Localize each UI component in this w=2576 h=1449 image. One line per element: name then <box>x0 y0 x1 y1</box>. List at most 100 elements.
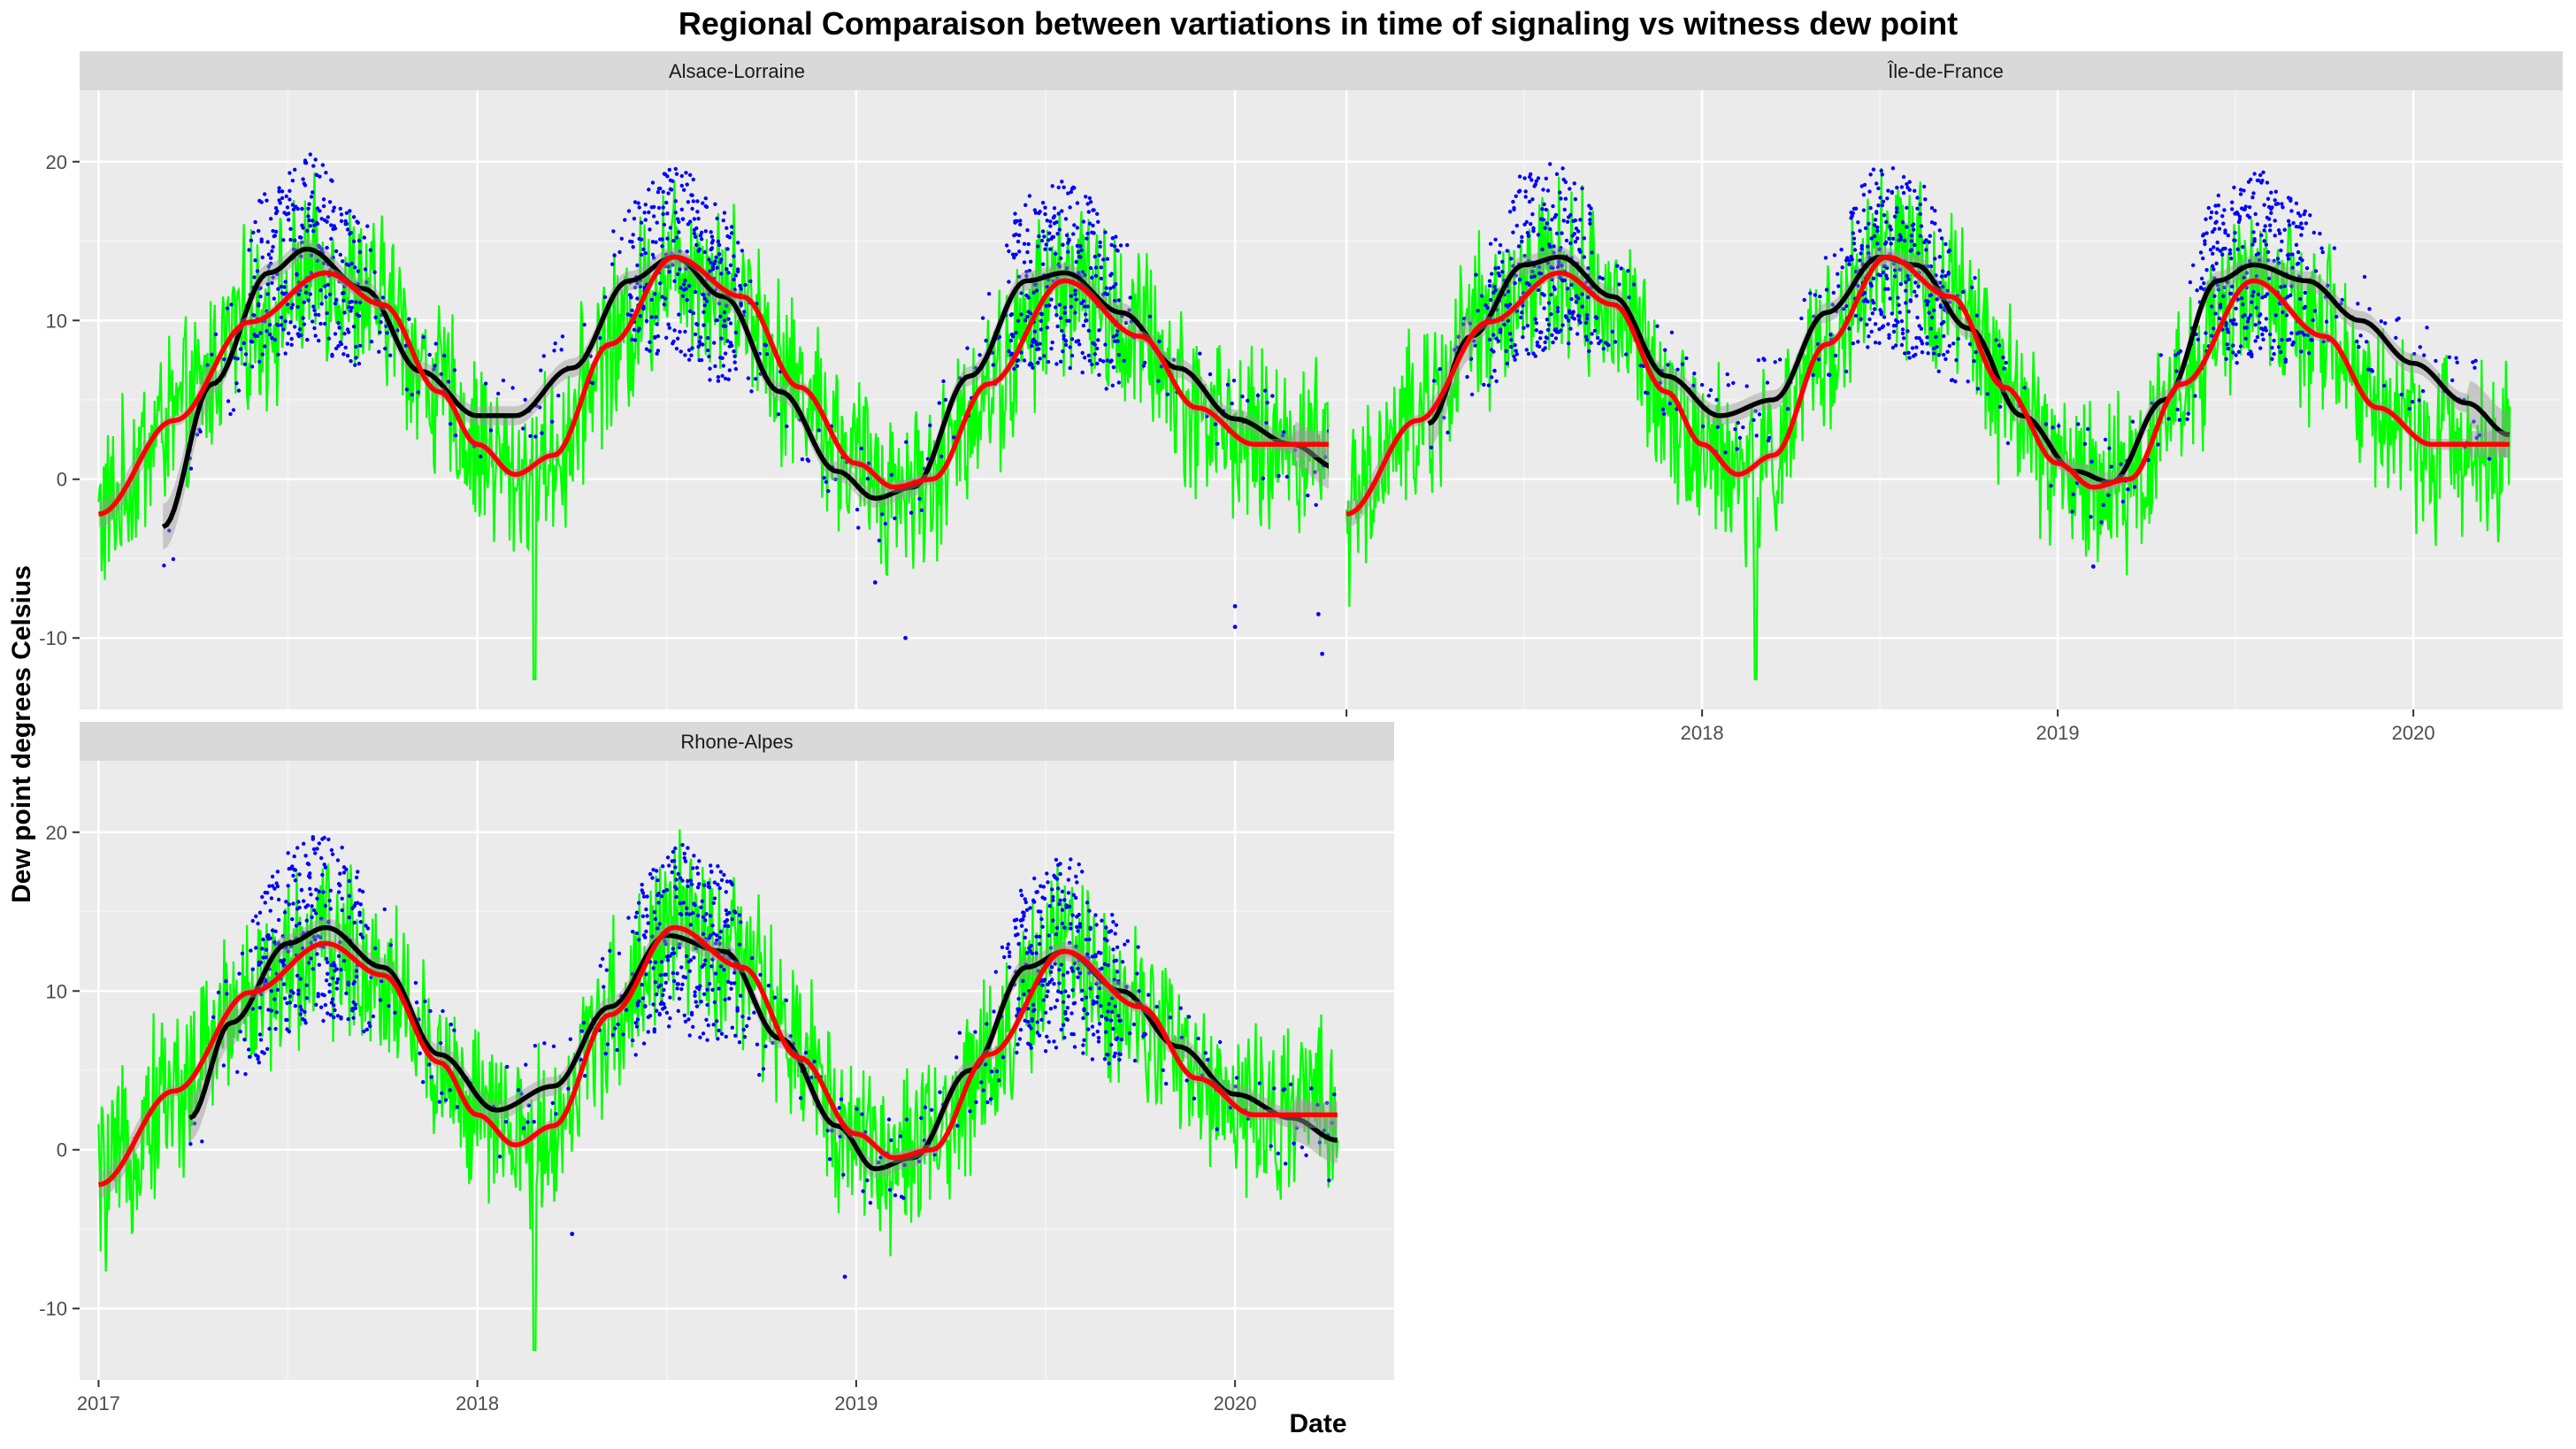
signaling-point <box>1924 238 1928 242</box>
signaling-point <box>299 1008 304 1012</box>
signaling-point <box>1513 343 1517 348</box>
signaling-point <box>328 907 333 911</box>
signaling-point <box>676 982 680 986</box>
signaling-point <box>937 401 942 405</box>
signaling-point <box>692 955 696 960</box>
signaling-point <box>1899 318 1905 324</box>
signaling-point <box>242 362 248 366</box>
signaling-point <box>725 247 730 251</box>
signaling-point <box>1007 280 1011 284</box>
signaling-point <box>661 205 665 210</box>
signaling-point <box>1044 242 1048 247</box>
signaling-point <box>287 218 291 222</box>
signaling-point <box>2251 191 2256 196</box>
signaling-point <box>1032 329 1038 334</box>
signaling-point <box>1513 280 1517 286</box>
signaling-point <box>1080 270 1085 274</box>
signaling-point <box>333 301 338 306</box>
signaling-point <box>1852 242 1857 246</box>
signaling-point <box>276 323 280 327</box>
signaling-point <box>1072 1045 1077 1049</box>
signaling-point <box>1706 394 1712 398</box>
signaling-point <box>1064 233 1070 238</box>
signaling-point <box>1048 970 1054 975</box>
signaling-point <box>1534 321 1539 326</box>
signaling-point <box>1080 988 1085 993</box>
signaling-point <box>737 942 742 947</box>
signaling-point <box>314 172 319 177</box>
signaling-point <box>727 235 732 240</box>
signaling-point <box>1852 236 1857 241</box>
signaling-point <box>301 316 305 320</box>
signaling-point <box>418 1051 422 1055</box>
signaling-point <box>680 217 686 221</box>
signaling-point <box>1069 922 1073 926</box>
signaling-point <box>236 388 242 393</box>
signaling-point <box>432 367 436 372</box>
signaling-point <box>334 986 339 991</box>
signaling-point <box>1839 248 1844 252</box>
signaling-point <box>1007 249 1011 254</box>
signaling-point <box>1973 276 1977 280</box>
signaling-point <box>1000 945 1005 950</box>
signaling-point <box>330 997 335 1001</box>
signaling-point <box>637 999 641 1004</box>
signaling-point <box>356 269 360 273</box>
signaling-point <box>1872 307 1877 311</box>
signaling-point <box>337 326 341 330</box>
signaling-point <box>264 980 269 985</box>
signaling-point <box>274 881 279 886</box>
signaling-point <box>719 336 724 341</box>
signaling-point <box>1553 212 1559 218</box>
signaling-point <box>2247 205 2252 210</box>
signaling-point <box>2340 297 2344 303</box>
signaling-point <box>2234 322 2238 326</box>
signaling-point <box>1610 329 1614 334</box>
signaling-point <box>1063 217 1069 221</box>
signaling-point <box>648 227 652 232</box>
signaling-point <box>730 916 734 922</box>
signaling-point <box>1497 273 1502 278</box>
signaling-point <box>1110 1009 1115 1015</box>
signaling-point <box>1875 242 1880 246</box>
signaling-point <box>716 1037 720 1041</box>
signaling-point <box>1442 415 1446 420</box>
signaling-point <box>1062 925 1067 930</box>
signaling-point <box>684 171 688 175</box>
signaling-point <box>1082 356 1087 360</box>
signaling-point <box>380 295 386 300</box>
signaling-point <box>685 249 689 254</box>
signaling-point <box>692 217 697 221</box>
signaling-point <box>1076 966 1080 971</box>
signaling-point <box>1836 272 1840 276</box>
signaling-point <box>1014 232 1018 237</box>
signaling-point <box>726 377 731 381</box>
signaling-point <box>273 229 279 234</box>
signaling-point <box>1887 333 1891 337</box>
signaling-point <box>285 205 290 210</box>
signaling-point <box>1061 973 1066 978</box>
signaling-point <box>644 972 648 977</box>
signaling-point <box>304 983 309 988</box>
signaling-point <box>1886 287 1890 291</box>
signaling-point <box>1014 330 1018 335</box>
signaling-point <box>1092 231 1096 235</box>
signaling-point <box>315 847 319 851</box>
signaling-point <box>1882 315 1887 319</box>
signaling-point <box>661 864 665 869</box>
signaling-point <box>2303 209 2307 213</box>
signaling-point <box>691 177 695 182</box>
signaling-point <box>1520 239 1524 244</box>
signaling-point <box>1586 295 1591 300</box>
signaling-point <box>1802 297 1806 303</box>
signaling-point <box>1871 301 1876 305</box>
signaling-point <box>1507 332 1513 336</box>
signaling-point <box>1915 315 1920 320</box>
signaling-point <box>730 1025 734 1030</box>
signaling-point <box>295 272 299 276</box>
signaling-point <box>2109 464 2113 469</box>
signaling-point <box>2237 217 2242 222</box>
signaling-point <box>2319 246 2324 250</box>
signaling-point <box>288 171 292 175</box>
signaling-point <box>238 1030 242 1034</box>
